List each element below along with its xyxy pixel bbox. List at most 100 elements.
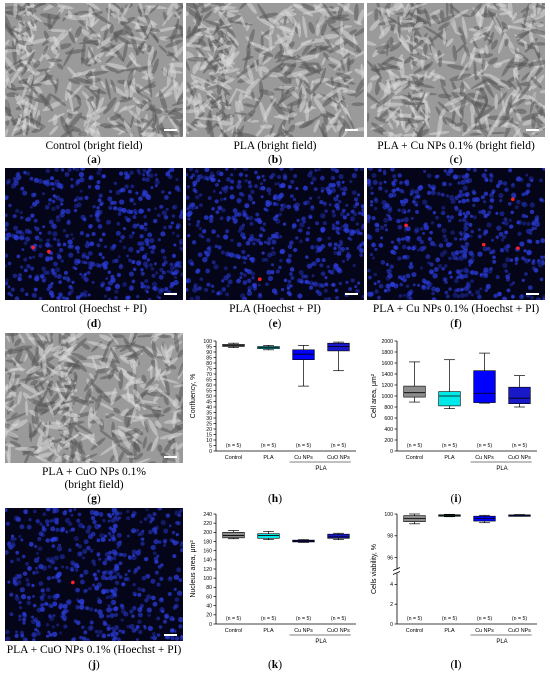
- n-label: (n = 5): [261, 616, 276, 622]
- y-axis-label: Nucleus area, μm²: [190, 540, 197, 598]
- box-control: [222, 530, 245, 540]
- caption-c: PLA + Cu NPs 0.1% (bright field): [377, 140, 535, 152]
- category-label: PLA: [444, 628, 455, 634]
- y-tick-label: 200: [203, 530, 212, 536]
- box-cuo-nps: [508, 375, 531, 408]
- box-control: [403, 361, 426, 403]
- n-label: (n = 5): [477, 616, 492, 622]
- y-axis-label: Cell area, μm²: [371, 373, 378, 418]
- panel-label-d: (d): [86, 318, 102, 330]
- y-tick-label: 95: [206, 344, 212, 350]
- scale-bar: [164, 634, 177, 636]
- y-tick-label: 1400: [381, 372, 393, 378]
- y-tick-label: 400: [384, 427, 393, 433]
- n-label: (n = 5): [226, 443, 241, 449]
- category-label: Cu NPs: [294, 628, 313, 634]
- panel-label-k: (k): [267, 659, 283, 671]
- y-tick-label: 20: [206, 613, 212, 619]
- y-tick-label: 96: [387, 555, 393, 561]
- chart-h-confluency: 0 5 10 15 20 25 30 35 40 45 50 55 60 65 70 75 80 85 90 95 10…: [186, 333, 364, 483]
- group-label: PLA: [315, 466, 326, 472]
- micrograph-b-bright-field: [186, 3, 364, 137]
- scale-bar: [526, 129, 539, 131]
- panel-label-b: (b): [267, 154, 283, 166]
- box-cuo-nps: [327, 532, 350, 541]
- category-label: CuO NPs: [508, 455, 531, 461]
- panel-label-a: (a): [87, 154, 101, 166]
- caption-e: PLA (Hoechst + PI): [229, 303, 321, 315]
- y-tick-label: 40: [206, 405, 212, 411]
- y-tick-label: 20: [206, 427, 212, 433]
- y-tick-label: 60: [206, 383, 212, 389]
- y-tick-label: 0: [390, 449, 393, 455]
- y-tick-label: 2000: [381, 339, 393, 345]
- micrograph-c-bright-field: [367, 3, 545, 137]
- box-pla: [438, 513, 461, 518]
- micrograph-e-hoechst-pi: [186, 168, 364, 300]
- caption-g-line2: (bright field): [64, 479, 124, 491]
- box-cu-nps: [473, 514, 496, 524]
- y-tick-label: 0: [209, 449, 212, 455]
- y-tick-label: 220: [203, 521, 212, 527]
- panel-label-f: (f): [450, 318, 462, 330]
- n-label: (n = 5): [296, 616, 311, 622]
- y-tick-label: 1000: [381, 394, 393, 400]
- y-tick-label: 75: [206, 366, 212, 372]
- y-tick-label: 50: [206, 394, 212, 400]
- y-tick-label: 35: [206, 410, 212, 416]
- n-label: (n = 5): [226, 616, 241, 622]
- box-pla: [438, 359, 461, 410]
- panel-label-j: (j): [88, 659, 100, 671]
- caption-a: Control (bright field): [45, 140, 143, 152]
- y-tick-label: 85: [206, 355, 212, 361]
- y-tick-label: 5: [209, 443, 212, 449]
- y-tick-label: 800: [384, 405, 393, 411]
- y-tick-label: 200: [384, 438, 393, 444]
- y-tick-label: 25: [206, 421, 212, 427]
- y-tick-label: 240: [203, 512, 212, 518]
- category-label: PLA: [263, 628, 274, 634]
- category-label: CuO NPs: [327, 628, 350, 634]
- y-tick-label: 30: [206, 416, 212, 422]
- category-label: Cu NPs: [475, 628, 494, 634]
- y-tick-label: 10: [206, 438, 212, 444]
- caption-b: PLA (bright field): [233, 140, 317, 152]
- y-tick-label: 1800: [381, 350, 393, 356]
- scale-bar: [345, 129, 358, 131]
- y-tick-label: 80: [206, 361, 212, 367]
- y-tick-label: 180: [203, 539, 212, 545]
- category-label: PLA: [263, 455, 274, 461]
- n-label: (n = 5): [331, 443, 346, 449]
- category-label: Control: [225, 628, 242, 634]
- y-axis-label: Confluency, %: [190, 374, 197, 419]
- category-label: CuO NPs: [508, 628, 531, 634]
- box-cu-nps: [473, 352, 496, 404]
- chart-k-nucleus-area: 0 20 40 60 80 100 120 140 160 180 200 220 240 Nucleus…: [186, 506, 364, 656]
- y-tick-label: 80: [206, 585, 212, 591]
- micrograph-j-hoechst-pi: [5, 508, 183, 641]
- y-tick-label: 40: [206, 603, 212, 609]
- box-cu-nps: [292, 345, 315, 387]
- y-tick-label: 140: [203, 558, 212, 564]
- caption-j: PLA + CuO NPs 0.1% (Hoechst + PI): [6, 644, 182, 656]
- panel-label-h: (h): [267, 493, 283, 505]
- y-tick-label: 45: [206, 399, 212, 405]
- y-tick-label: 60: [206, 594, 212, 600]
- n-label: (n = 5): [512, 616, 527, 622]
- panel-label-g: (g): [87, 493, 101, 505]
- caption-d: Control (Hoechst + PI): [41, 303, 147, 315]
- y-tick-label: 100: [203, 576, 212, 582]
- y-axis-label: Cells viability, %: [371, 544, 378, 594]
- panel-label-l: (l): [450, 659, 462, 671]
- y-tick-label: 0: [209, 622, 212, 628]
- category-label: CuO NPs: [327, 455, 350, 461]
- scale-bar: [164, 129, 177, 131]
- y-tick-label: 100: [384, 512, 393, 518]
- category-label: Control: [225, 455, 242, 461]
- category-label: Cu NPs: [294, 455, 313, 461]
- category-label: Control: [406, 455, 423, 461]
- y-tick-label: 98: [387, 534, 393, 540]
- scale-bar: [526, 293, 539, 295]
- micrograph-g-bright-field: [5, 333, 183, 463]
- y-tick-label: 160: [203, 548, 212, 554]
